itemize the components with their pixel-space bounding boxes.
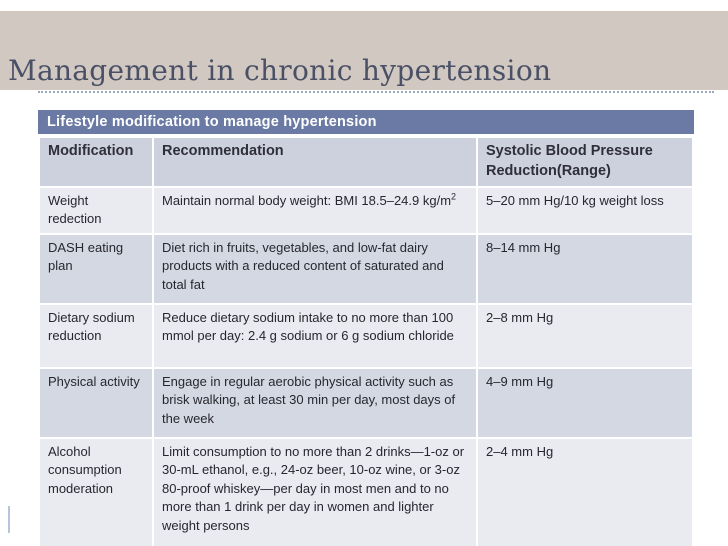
table-row: Dietary sodium reduction Reduce dietary s… [40, 304, 692, 367]
recommendation-cell: Limit consumption to no more than 2 drin… [154, 438, 476, 546]
table-row: DASH eating plan Diet rich in fruits, veg… [40, 234, 692, 303]
title-band: Management in chronic hypertension [0, 11, 728, 90]
modification-cell: Alcohol consumption moderation [40, 438, 152, 546]
modification-cell: Weight redection [40, 188, 152, 233]
recommendation-cell: Engage in regular aerobic physical activ… [154, 368, 476, 437]
reduction-cell: 2–8 mm Hg [478, 304, 692, 367]
modification-cell: Physical activity [40, 368, 152, 437]
table-body: Weight redection Maintain normal body wei… [40, 188, 692, 546]
dotted-divider [38, 91, 714, 93]
table-header-row: Modification Recommendation Systolic Blo… [40, 138, 692, 186]
text-cursor-artifact [8, 506, 10, 533]
reduction-cell: 8–14 mm Hg [478, 234, 692, 303]
modification-cell: DASH eating plan [40, 234, 152, 303]
superscript: 2 [451, 191, 457, 202]
table-title-bar: Lifestyle modification to manage hyperte… [38, 110, 694, 134]
column-header-reduction: Systolic Blood Pressure Reduction(Range) [478, 138, 692, 186]
recommendation-cell: Reduce dietary sodium intake to no more … [154, 304, 476, 367]
page-title: Management in chronic hypertension [8, 54, 552, 87]
column-header-recommendation: Recommendation [154, 138, 476, 186]
reduction-cell: 5–20 mm Hg/10 kg weight loss [478, 188, 692, 233]
recommendation-cell: Maintain normal body weight: BMI 18.5–24… [154, 188, 476, 233]
lifestyle-table-section: Lifestyle modification to manage hyperte… [38, 110, 694, 546]
table-row: Physical activity Engage in regular aerob… [40, 368, 692, 437]
lifestyle-modification-table: Modification Recommendation Systolic Blo… [38, 136, 694, 546]
recommendation-cell: Diet rich in fruits, vegetables, and low… [154, 234, 476, 303]
reduction-cell: 2–4 mm Hg [478, 438, 692, 546]
table-row: Alcohol consumption moderation Limit cons… [40, 438, 692, 546]
table-row: Weight redection Maintain normal body wei… [40, 188, 692, 233]
modification-cell: Dietary sodium reduction [40, 304, 152, 367]
reduction-cell: 4–9 mm Hg [478, 368, 692, 437]
column-header-modification: Modification [40, 138, 152, 186]
